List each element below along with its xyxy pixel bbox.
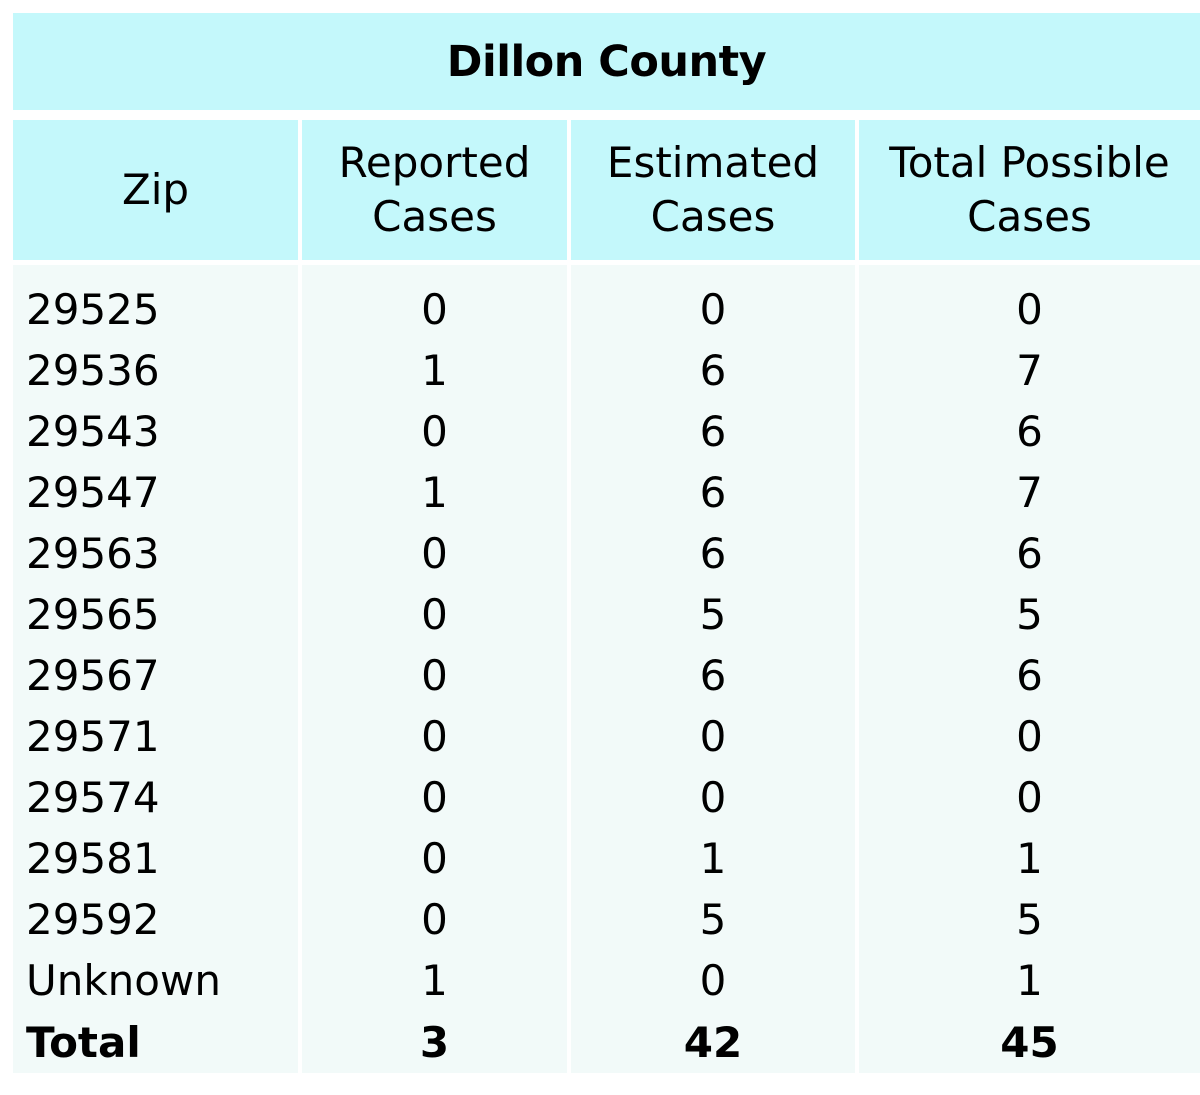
cell-zip: 29547 — [13, 462, 302, 523]
cell-total-possible: 0 — [857, 767, 1200, 828]
cell-reported: 0 — [300, 523, 571, 584]
cell-zip: 29567 — [13, 645, 302, 706]
cell-estimated: 0 — [569, 706, 859, 767]
header-total-possible-cases: Total Possible Cases — [857, 120, 1200, 265]
cell-reported: 1 — [300, 340, 571, 401]
total-cell-reported: 3 — [300, 1011, 571, 1073]
table-row: 29567 0 6 6 — [13, 645, 1200, 706]
cell-zip: 29574 — [13, 767, 302, 828]
cases-table-container: Dillon County Zip Reported Cases Estimat… — [13, 13, 1200, 1073]
table-header: Zip Reported Cases Estimated Cases Total… — [13, 120, 1200, 265]
total-cell-total-possible: 45 — [857, 1011, 1200, 1073]
table-row: 29547 1 6 7 — [13, 462, 1200, 523]
title-gap — [13, 110, 1200, 120]
cell-estimated: 0 — [569, 262, 859, 340]
cell-total-possible: 0 — [857, 706, 1200, 767]
header-total-possible-line-2: Cases — [967, 192, 1092, 241]
table-row: 29581 0 1 1 — [13, 828, 1200, 889]
header-estimated-cases: Estimated Cases — [569, 120, 859, 265]
cell-total-possible: 0 — [857, 262, 1200, 340]
table-row: 29536 1 6 7 — [13, 340, 1200, 401]
cell-zip: 29565 — [13, 584, 302, 645]
cell-reported: 0 — [300, 262, 571, 340]
table-row: Unknown 1 0 1 — [13, 950, 1200, 1011]
table-row: 29525 0 0 0 — [13, 262, 1200, 340]
cell-reported: 1 — [300, 950, 571, 1011]
cell-reported: 1 — [300, 462, 571, 523]
table-row: 29565 0 5 5 — [13, 584, 1200, 645]
cell-total-possible: 1 — [857, 950, 1200, 1011]
cell-zip: Unknown — [13, 950, 302, 1011]
cell-zip: 29563 — [13, 523, 302, 584]
header-reported-cases: Reported Cases — [300, 120, 571, 265]
total-cell-zip: Total — [13, 1011, 302, 1073]
cell-reported: 0 — [300, 828, 571, 889]
cell-total-possible: 6 — [857, 523, 1200, 584]
cell-total-possible: 5 — [857, 584, 1200, 645]
cell-estimated: 6 — [569, 645, 859, 706]
header-reported-line-1: Reported — [338, 138, 531, 187]
cell-estimated: 0 — [569, 950, 859, 1011]
table-row: 29571 0 0 0 — [13, 706, 1200, 767]
cell-estimated: 5 — [569, 584, 859, 645]
header-reported-line-2: Cases — [372, 192, 497, 241]
table-body: 29525 0 0 0 29536 1 6 7 29543 0 6 6 29547 1 6 7 29563 0 6 6… — [13, 262, 1200, 1073]
cell-estimated: 6 — [569, 462, 859, 523]
cell-estimated: 5 — [569, 889, 859, 950]
table-title: Dillon County — [13, 13, 1200, 110]
cell-reported: 0 — [300, 889, 571, 950]
cell-zip: 29581 — [13, 828, 302, 889]
header-estimated-line-1: Estimated — [606, 138, 820, 187]
cell-reported: 0 — [300, 767, 571, 828]
table-row: 29563 0 6 6 — [13, 523, 1200, 584]
cases-table: Zip Reported Cases Estimated Cases Total… — [13, 120, 1200, 1073]
cell-total-possible: 5 — [857, 889, 1200, 950]
cell-reported: 0 — [300, 706, 571, 767]
table-row: 29543 0 6 6 — [13, 401, 1200, 462]
cell-reported: 0 — [300, 401, 571, 462]
cell-estimated: 1 — [569, 828, 859, 889]
header-total-possible-line-1: Total Possible — [889, 138, 1170, 187]
cell-zip: 29525 — [13, 262, 302, 340]
cell-total-possible: 7 — [857, 462, 1200, 523]
cell-reported: 0 — [300, 645, 571, 706]
table-row: 29574 0 0 0 — [13, 767, 1200, 828]
table-row: 29592 0 5 5 — [13, 889, 1200, 950]
cell-total-possible: 6 — [857, 401, 1200, 462]
total-row: Total 3 42 45 — [13, 1011, 1200, 1073]
header-zip: Zip — [13, 120, 302, 265]
cell-estimated: 6 — [569, 523, 859, 584]
cell-estimated: 6 — [569, 340, 859, 401]
header-row: Zip Reported Cases Estimated Cases Total… — [13, 120, 1200, 265]
cell-estimated: 0 — [569, 767, 859, 828]
cell-zip: 29571 — [13, 706, 302, 767]
cell-estimated: 6 — [569, 401, 859, 462]
cell-zip: 29536 — [13, 340, 302, 401]
header-estimated-line-2: Cases — [650, 192, 776, 241]
total-cell-estimated: 42 — [569, 1011, 859, 1073]
cell-total-possible: 7 — [857, 340, 1200, 401]
cell-reported: 0 — [300, 584, 571, 645]
cell-zip: 29592 — [13, 889, 302, 950]
cell-zip: 29543 — [13, 401, 302, 462]
cell-total-possible: 6 — [857, 645, 1200, 706]
cell-total-possible: 1 — [857, 828, 1200, 889]
header-zip-line-1: Zip — [121, 165, 190, 214]
